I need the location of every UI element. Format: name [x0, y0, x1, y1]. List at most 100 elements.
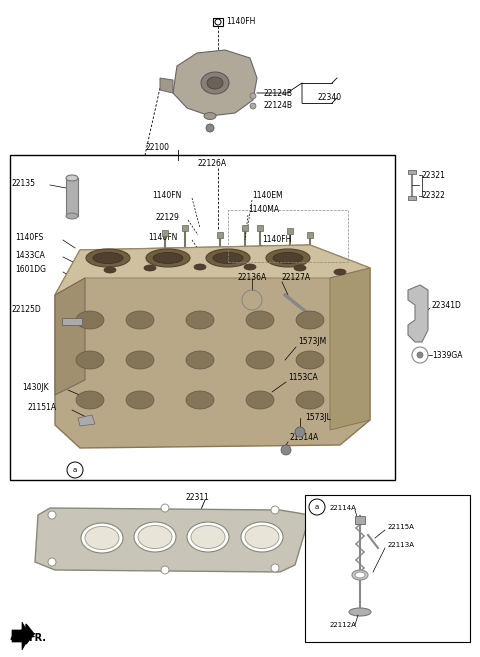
Text: 22126A: 22126A — [197, 158, 226, 168]
Text: 22124B: 22124B — [263, 89, 292, 97]
Bar — [355, 516, 365, 524]
Ellipse shape — [85, 526, 119, 549]
Ellipse shape — [126, 391, 154, 409]
Ellipse shape — [146, 249, 190, 267]
Ellipse shape — [207, 77, 223, 89]
Circle shape — [250, 93, 256, 99]
Text: 1433CA: 1433CA — [15, 250, 45, 260]
Text: FR.: FR. — [28, 633, 46, 643]
Ellipse shape — [246, 351, 274, 369]
Circle shape — [48, 558, 56, 566]
Ellipse shape — [66, 175, 78, 181]
Ellipse shape — [81, 523, 123, 553]
Polygon shape — [12, 622, 30, 650]
Text: 22125D: 22125D — [12, 306, 42, 315]
Ellipse shape — [213, 252, 243, 263]
Ellipse shape — [126, 311, 154, 329]
Ellipse shape — [187, 522, 229, 552]
Circle shape — [281, 445, 291, 455]
Bar — [10, 155, 395, 480]
Text: 1140FN: 1140FN — [148, 233, 178, 242]
Ellipse shape — [244, 264, 256, 270]
Circle shape — [271, 506, 279, 514]
Text: 1430JK: 1430JK — [22, 384, 48, 392]
Text: 22115A: 22115A — [388, 524, 415, 530]
Bar — [408, 170, 416, 174]
Circle shape — [417, 352, 423, 358]
Text: 22340: 22340 — [318, 93, 342, 102]
Polygon shape — [55, 245, 370, 448]
Ellipse shape — [334, 269, 346, 275]
Ellipse shape — [186, 391, 214, 409]
Polygon shape — [55, 245, 370, 295]
Text: 22112A: 22112A — [330, 622, 357, 628]
Bar — [182, 225, 188, 231]
Ellipse shape — [194, 264, 206, 270]
Text: 22124B: 22124B — [263, 101, 292, 110]
Polygon shape — [55, 278, 85, 395]
Polygon shape — [330, 268, 370, 430]
Ellipse shape — [246, 391, 274, 409]
Text: 22341D: 22341D — [432, 300, 462, 309]
Ellipse shape — [355, 572, 365, 578]
Text: 1573JM: 1573JM — [298, 338, 326, 346]
Ellipse shape — [86, 249, 130, 267]
Ellipse shape — [191, 526, 225, 549]
Text: 1573JL: 1573JL — [305, 413, 331, 422]
Polygon shape — [35, 508, 310, 572]
Ellipse shape — [349, 608, 371, 616]
Text: 22135: 22135 — [12, 179, 36, 187]
Ellipse shape — [186, 311, 214, 329]
Ellipse shape — [273, 252, 303, 263]
Circle shape — [271, 564, 279, 572]
Ellipse shape — [204, 112, 216, 120]
Circle shape — [161, 566, 169, 574]
Bar — [287, 228, 293, 234]
Bar — [62, 318, 82, 325]
Bar — [217, 232, 223, 238]
Text: 21151A: 21151A — [28, 403, 57, 413]
Text: 1140FS: 1140FS — [15, 233, 43, 242]
Ellipse shape — [245, 526, 279, 549]
Bar — [257, 225, 263, 231]
Ellipse shape — [76, 391, 104, 409]
Ellipse shape — [296, 391, 324, 409]
Ellipse shape — [104, 267, 116, 273]
Bar — [307, 232, 313, 238]
Text: 1601DG: 1601DG — [15, 265, 46, 275]
Ellipse shape — [352, 570, 368, 580]
Text: 1430JB: 1430JB — [102, 254, 129, 263]
Text: 1153CA: 1153CA — [288, 373, 318, 382]
Bar — [213, 18, 223, 26]
Ellipse shape — [153, 252, 183, 263]
Text: 22129: 22129 — [155, 214, 179, 223]
Text: 1140FH: 1140FH — [226, 18, 255, 26]
Ellipse shape — [294, 265, 306, 271]
Ellipse shape — [186, 351, 214, 369]
Text: 22113A: 22113A — [388, 542, 415, 548]
Polygon shape — [160, 78, 173, 93]
Text: 1339GA: 1339GA — [432, 350, 463, 359]
Text: a: a — [73, 467, 77, 473]
Text: 1140MA: 1140MA — [248, 206, 279, 214]
Ellipse shape — [126, 351, 154, 369]
Ellipse shape — [241, 522, 283, 552]
Ellipse shape — [206, 249, 250, 267]
Ellipse shape — [66, 213, 78, 219]
Text: 22100: 22100 — [145, 143, 169, 152]
Circle shape — [48, 511, 56, 519]
Ellipse shape — [76, 311, 104, 329]
Ellipse shape — [246, 311, 274, 329]
Ellipse shape — [201, 72, 229, 94]
Circle shape — [295, 427, 305, 437]
Polygon shape — [14, 624, 34, 644]
Bar — [408, 196, 416, 200]
Ellipse shape — [93, 252, 123, 263]
Bar — [242, 225, 248, 231]
Bar — [228, 210, 348, 262]
Ellipse shape — [266, 249, 310, 267]
Text: 22311: 22311 — [185, 493, 209, 501]
Bar — [66, 178, 78, 216]
Ellipse shape — [144, 265, 156, 271]
Ellipse shape — [296, 311, 324, 329]
